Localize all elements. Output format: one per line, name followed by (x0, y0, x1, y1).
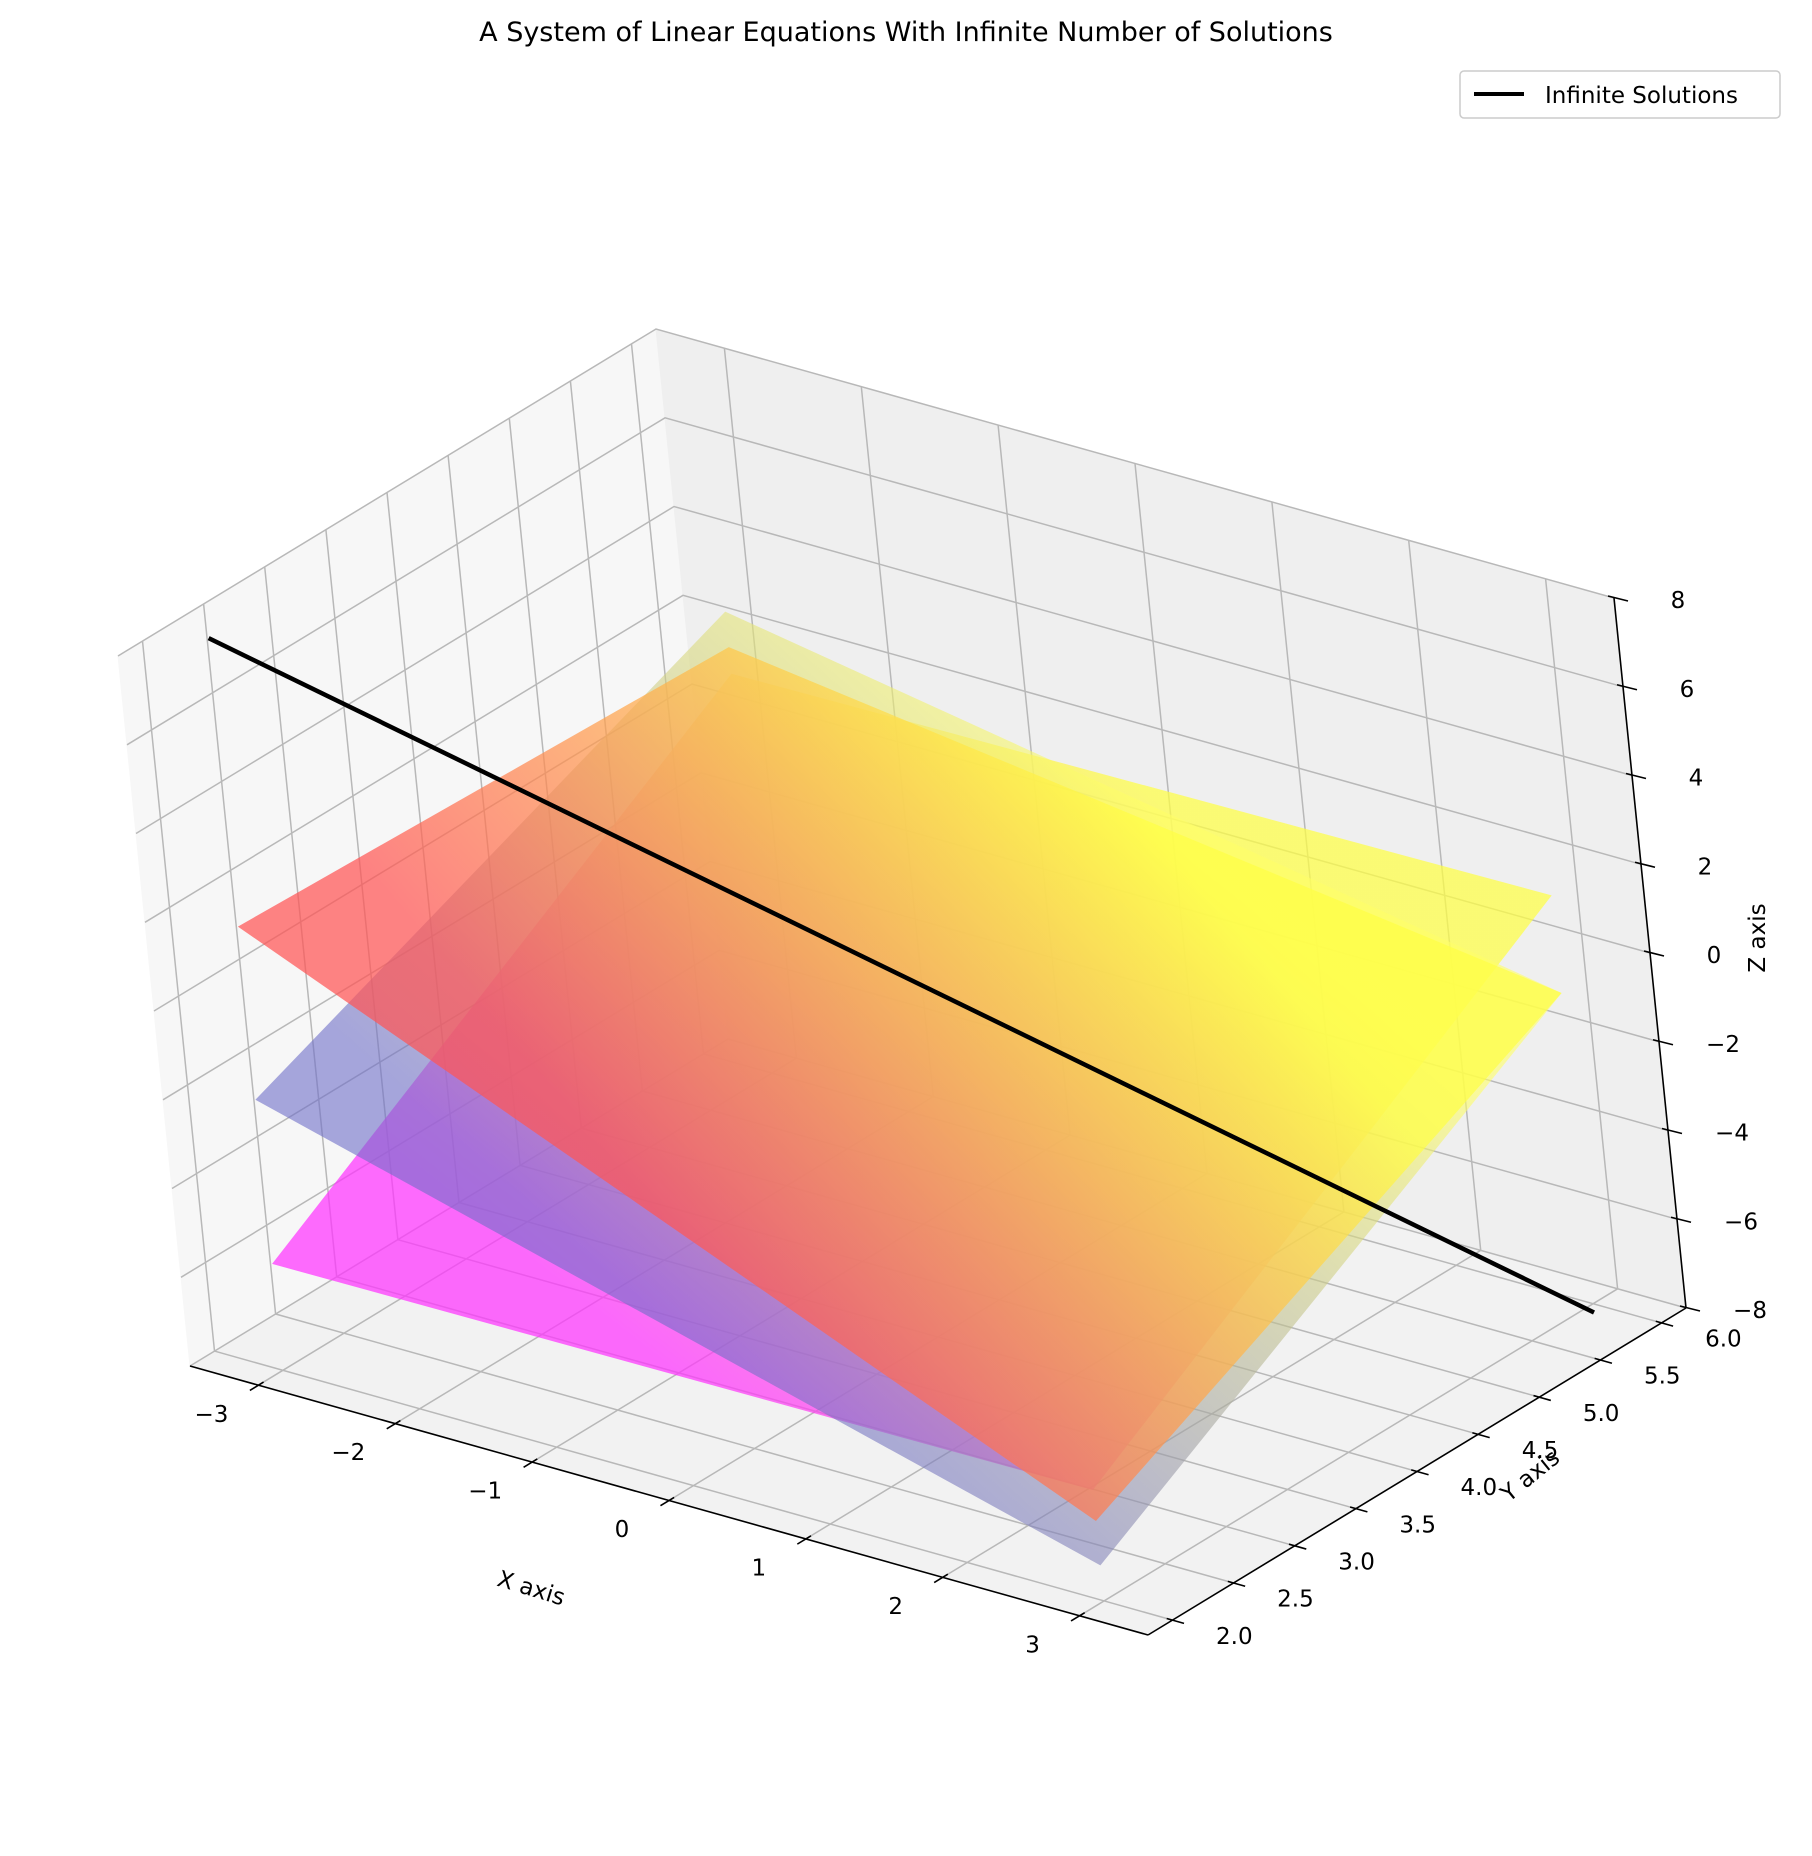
x-tick-label: 0 (615, 1517, 630, 1543)
grid-line-z (126, 416, 1624, 746)
z-tick (1661, 1127, 1683, 1135)
z-tick-label: −6 (1724, 1209, 1758, 1235)
y-tick-label: 3.0 (1338, 1549, 1375, 1575)
y-tick-label: 6.0 (1705, 1327, 1742, 1353)
x-tick-label: −1 (468, 1479, 502, 1505)
y-tick (1166, 1617, 1185, 1625)
z-tick-label: 0 (1707, 943, 1722, 969)
y-tick (1594, 1357, 1613, 1365)
axes: −3 −2 −1 0 1 2 3 2.0 2.5 3.0 3.5 4.0 4.5 5.0 5.5 6.0 −8 −… (189, 588, 1771, 1658)
solution-line-layer (207, 636, 1596, 1315)
x-tick (660, 1496, 675, 1507)
legend-frame (1459, 70, 1781, 119)
legend: Infinite Solutions (1459, 70, 1781, 119)
z-tick (1643, 950, 1665, 957)
z-tick-label: −2 (1706, 1032, 1740, 1058)
z-tick-label: 8 (1671, 588, 1686, 614)
z-tick (1634, 861, 1656, 869)
x-tick-label: −3 (194, 1402, 228, 1428)
solution-line (207, 636, 1596, 1315)
x-tick (1070, 1611, 1086, 1622)
z-tick-label: 6 (1680, 677, 1695, 703)
y-tick (1288, 1543, 1307, 1550)
x-tick (933, 1573, 949, 1584)
x-tick-label: 3 (1025, 1632, 1040, 1658)
grid-line-z (117, 328, 1615, 657)
z-tick-label: −8 (1733, 1298, 1767, 1324)
y-tick-label: 5.5 (1644, 1364, 1681, 1390)
chart-title: A System of Linear Equations With Infini… (479, 17, 1333, 48)
x-tick (523, 1458, 538, 1468)
z-tick (1679, 1305, 1701, 1312)
x-tick (796, 1535, 812, 1545)
y-tick (1533, 1394, 1552, 1402)
z-tick (1616, 683, 1638, 691)
y-tick-label: 3.5 (1399, 1512, 1436, 1538)
z-tick (1625, 772, 1647, 780)
legend-entry-label: Infinite Solutions (1545, 83, 1738, 109)
x-tick (249, 1381, 264, 1392)
y-tick (1411, 1469, 1429, 1476)
z-tick-label: −4 (1715, 1121, 1749, 1147)
z-tick (1607, 595, 1629, 602)
grid-line-z (135, 505, 1633, 835)
x-tick-label: 2 (888, 1594, 903, 1620)
z-axis-label: Z axis (1745, 903, 1771, 972)
z-tick-label: 4 (1689, 766, 1704, 792)
y-tick-label: 2.0 (1216, 1624, 1253, 1650)
y-tick (1227, 1580, 1246, 1587)
grid-line-z (144, 594, 1642, 923)
y-tick (1472, 1431, 1490, 1439)
z-tick-label: 2 (1698, 854, 1713, 880)
y-tick-label: 5.0 (1583, 1401, 1620, 1427)
z-tick (1670, 1216, 1692, 1224)
x-axis-label: X axis (494, 1566, 568, 1611)
y-tick-label: 4.5 (1522, 1438, 1559, 1464)
surfaces (237, 611, 1562, 1566)
surface-plane (237, 647, 1562, 1521)
x-tick-label: −2 (331, 1440, 365, 1466)
x-tick-label: 1 (752, 1555, 767, 1581)
y-tick (1349, 1506, 1368, 1513)
y-tick-label: 2.5 (1277, 1587, 1314, 1613)
y-tick (1655, 1320, 1674, 1327)
y-tick-label: 4.0 (1461, 1475, 1498, 1501)
x-tick (386, 1419, 401, 1430)
z-tick (1652, 1038, 1674, 1046)
